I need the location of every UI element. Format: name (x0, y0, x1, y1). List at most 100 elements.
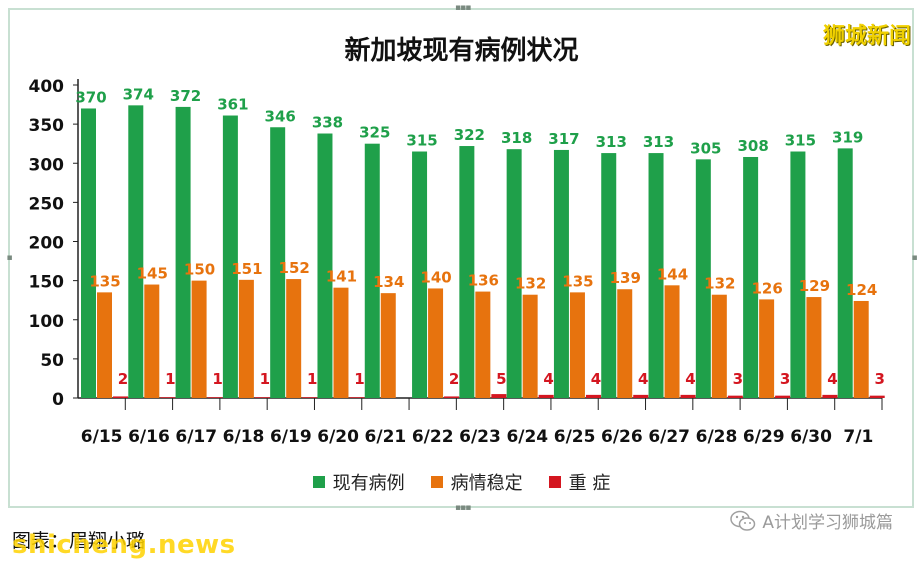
resize-handle-right[interactable]: ▪ (911, 253, 917, 263)
bar-stable (664, 285, 680, 398)
chart-caption: 图表：眉翔小璐 (12, 530, 146, 552)
legend-label-active: 现有病例 (332, 473, 405, 494)
bar-active-cases (459, 146, 475, 398)
bar-active-cases (364, 143, 380, 398)
bar-critical (633, 394, 649, 398)
bar-critical (869, 395, 885, 398)
data-label-active-cases: 338 (312, 114, 343, 132)
bar-stable (522, 294, 538, 398)
data-label-active-cases: 318 (501, 129, 532, 147)
bar-critical (822, 394, 838, 398)
bar-stable (853, 300, 869, 398)
bar-active-cases (648, 153, 664, 398)
data-label-critical: 1 (165, 370, 175, 388)
data-label-critical: 1 (354, 370, 364, 388)
bar-stable (569, 292, 585, 398)
data-label-critical: 4 (827, 370, 837, 388)
data-label-stable: 134 (373, 273, 404, 291)
data-label-active-cases: 305 (690, 139, 721, 157)
y-tick-label: 250 (29, 194, 65, 214)
site-watermark: shicheng.news (12, 530, 236, 560)
bar-critical (207, 397, 223, 398)
x-tick-label: 6/19 (270, 427, 312, 447)
bar-active-cases (412, 151, 428, 398)
y-tick-label: 350 (29, 116, 65, 136)
data-label-active-cases: 372 (170, 87, 201, 105)
data-label-active-cases: 374 (123, 85, 154, 103)
bar-stable (97, 292, 112, 398)
legend-item-active: 现有病例 (312, 469, 405, 495)
bar-active-cases (695, 159, 711, 398)
y-tick-label: 200 (29, 234, 65, 254)
bar-active-cases (222, 115, 238, 398)
bar-critical (349, 397, 365, 398)
y-tick-label: 100 (29, 312, 65, 332)
x-tick-label: 6/27 (648, 427, 690, 447)
bar-stable (711, 294, 727, 398)
resize-handle-bottom[interactable]: ▪▪▪ (455, 503, 471, 513)
bar-stable (191, 280, 207, 398)
bar-stable (428, 288, 444, 398)
bar-active-cases (553, 149, 569, 398)
y-tick-label: 150 (29, 273, 65, 293)
bar-critical (302, 397, 318, 398)
data-label-stable: 150 (184, 261, 215, 279)
x-tick-label: 6/16 (128, 427, 170, 447)
legend: 现有病例 病情稳定 重 症 (0, 469, 923, 495)
data-label-active-cases: 315 (406, 132, 437, 150)
bar-critical (160, 397, 176, 398)
data-label-critical: 4 (591, 370, 601, 388)
bar-stable (286, 279, 302, 398)
legend-label-critical: 重 症 (568, 473, 611, 494)
data-label-active-cases: 370 (75, 88, 106, 106)
data-label-active-cases: 325 (359, 124, 390, 142)
bar-stable (806, 297, 822, 398)
data-label-critical: 2 (449, 370, 459, 388)
x-tick-label: 6/23 (459, 427, 501, 447)
data-label-stable: 141 (326, 268, 357, 286)
data-label-stable: 139 (610, 269, 641, 287)
bar-stable (475, 291, 491, 398)
data-label-critical: 3 (874, 370, 884, 388)
brand-watermark: 狮城新闻 (822, 24, 911, 49)
data-label-active-cases: 346 (265, 107, 296, 125)
x-tick-label: 6/22 (412, 427, 454, 447)
legend-item-critical: 重 症 (548, 469, 611, 495)
x-tick-label: 6/29 (743, 427, 785, 447)
bar-active-cases (175, 106, 191, 398)
data-label-active-cases: 315 (785, 132, 816, 150)
x-tick-label: 7/1 (843, 427, 873, 447)
x-tick-label: 6/15 (81, 427, 123, 447)
data-label-stable: 124 (846, 281, 877, 299)
resize-handle-top[interactable]: ▪▪▪ (455, 3, 471, 13)
y-tick-label: 300 (29, 155, 65, 175)
legend-swatch-critical (548, 476, 561, 488)
data-label-active-cases: 361 (217, 96, 248, 114)
bar-critical (444, 396, 460, 398)
y-tick-label: 50 (40, 351, 64, 371)
data-label-stable: 136 (468, 272, 499, 290)
data-label-critical: 5 (496, 370, 506, 388)
bar-critical (491, 394, 507, 398)
data-label-critical: 1 (307, 370, 317, 388)
legend-swatch-active (312, 476, 325, 488)
data-label-active-cases: 319 (832, 128, 863, 146)
data-label-active-cases: 313 (643, 133, 674, 151)
bar-active-cases (81, 108, 96, 398)
x-tick-label: 6/30 (790, 427, 832, 447)
bar-critical (254, 397, 270, 398)
x-tick-label: 6/28 (696, 427, 738, 447)
data-label-active-cases: 317 (548, 130, 579, 148)
resize-handle-left[interactable]: ▪ (6, 253, 12, 263)
y-tick-label: 400 (29, 77, 65, 97)
bar-critical (113, 396, 128, 398)
data-label-stable: 126 (751, 279, 782, 297)
bar-active-cases (601, 153, 617, 398)
bar-stable (759, 299, 775, 398)
data-label-critical: 4 (638, 370, 648, 388)
bar-stable (144, 284, 160, 398)
bar-active-cases (743, 156, 759, 398)
data-label-critical: 1 (212, 370, 222, 388)
data-label-active-cases: 308 (737, 137, 768, 155)
bar-critical (727, 395, 743, 398)
